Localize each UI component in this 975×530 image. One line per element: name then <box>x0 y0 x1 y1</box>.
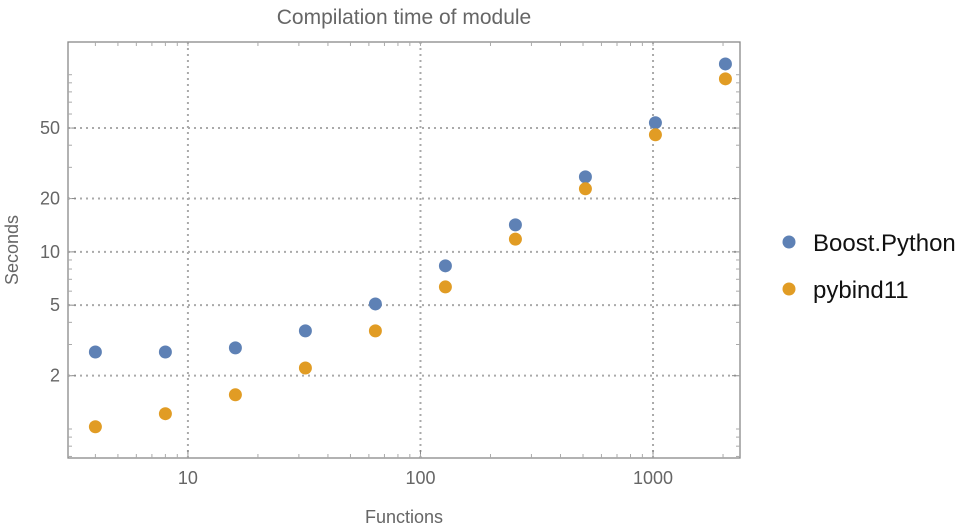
y-tick-label: 2 <box>50 366 60 386</box>
data-point <box>88 345 102 359</box>
data-point <box>718 57 732 71</box>
y-tick-label: 50 <box>40 118 60 138</box>
x-tick-label: 10 <box>178 468 198 488</box>
data-point <box>298 361 312 375</box>
data-point <box>438 280 452 294</box>
data-point <box>228 388 242 402</box>
y-tick-label: 10 <box>40 242 60 262</box>
data-point <box>298 324 312 338</box>
data-point <box>228 341 242 355</box>
x-tick-label: 1000 <box>633 468 673 488</box>
data-point <box>368 297 382 311</box>
x-axis-label: Functions <box>365 507 443 525</box>
legend-marker <box>782 282 796 296</box>
data-point <box>718 72 732 86</box>
data-point <box>648 128 662 142</box>
y-axis-label: Seconds <box>2 215 22 285</box>
data-point <box>158 407 172 421</box>
data-point <box>88 420 102 434</box>
axis-ticks: 10 100 1000 2 5 10 20 50 <box>40 42 740 488</box>
y-tick-label: 5 <box>50 295 60 315</box>
data-point <box>158 345 172 359</box>
x-tick-label: 100 <box>405 468 435 488</box>
data-point <box>508 218 522 232</box>
data-point <box>508 232 522 246</box>
data-point <box>648 116 662 130</box>
data-point <box>368 324 382 338</box>
y-tick-label: 20 <box>40 189 60 209</box>
plot-frame <box>67 41 741 459</box>
data-point <box>438 259 452 273</box>
data-points <box>88 57 732 434</box>
legend-label: pybind11 <box>813 277 909 304</box>
legend: Boost.Python pybind11 <box>782 230 956 304</box>
legend-marker <box>782 235 796 249</box>
grid-lines <box>68 42 740 458</box>
legend-label: Boost.Python <box>813 230 956 257</box>
data-point <box>578 182 592 196</box>
data-point <box>578 170 592 184</box>
chart-title: Compilation time of module <box>277 6 531 29</box>
